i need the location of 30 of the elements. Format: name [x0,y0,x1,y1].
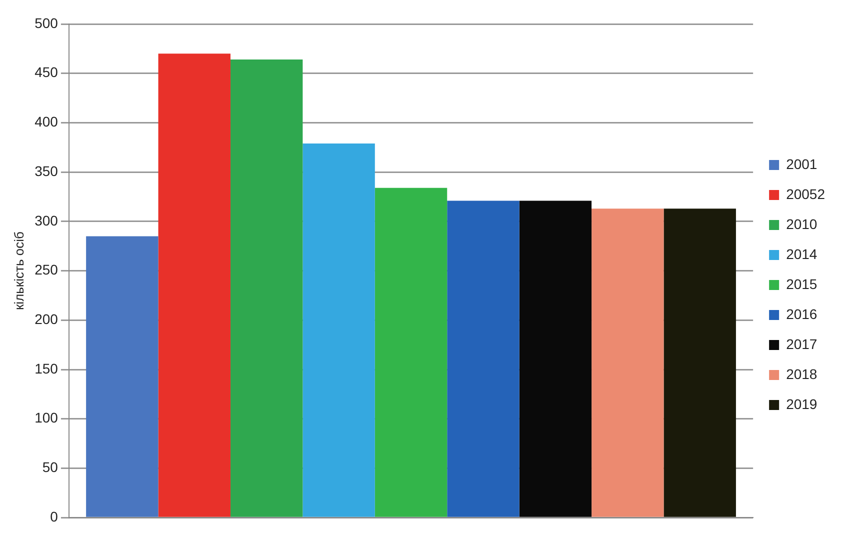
bar [158,54,230,517]
y-tick-label: 300 [34,212,58,228]
legend-label: 2016 [786,306,818,322]
y-tick-label: 400 [34,114,58,130]
legend-label: 2017 [786,336,818,352]
bar [230,60,303,517]
legend-label: 2019 [786,396,818,412]
bar [664,208,736,517]
legend-label: 20052 [786,186,826,202]
y-tick-label: 450 [34,64,58,80]
bar [374,188,448,517]
legend-label: 2015 [786,276,818,292]
legend-label: 2014 [786,246,818,262]
y-tick-label: 0 [50,508,58,524]
bar [519,200,592,517]
bar [592,208,664,517]
y-tick-label: 150 [34,360,58,376]
y-tick-label: 100 [34,410,58,426]
legend-label: 2001 [786,156,818,172]
bar [86,236,158,517]
y-tick-label: 350 [34,162,58,179]
y-tick-label: 500 [34,14,58,31]
bar [302,143,375,517]
y-tick-label: 250 [34,262,58,278]
legend-label: 2010 [786,216,818,232]
bar [447,200,520,517]
legend-label: 2018 [786,366,818,382]
y-tick-label: 200 [34,311,58,328]
y-tick-label: 50 [42,459,58,476]
y-axis-title: кількість осіб [11,232,26,310]
